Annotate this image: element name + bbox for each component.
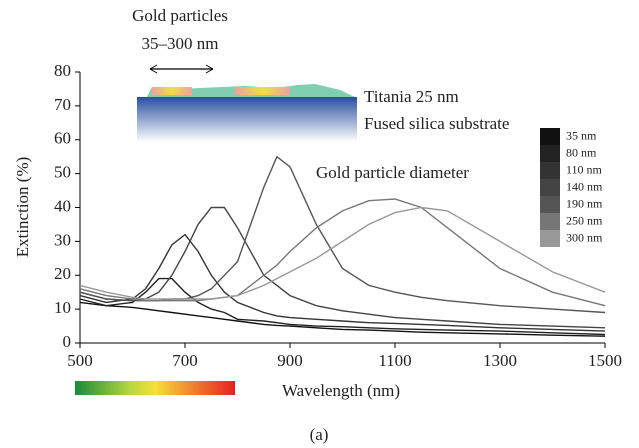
- x-tick-label: 1500: [588, 351, 622, 370]
- y-tick-label: 10: [54, 298, 71, 317]
- x-tick-label: 900: [277, 351, 303, 370]
- series-line: [79, 277, 606, 336]
- x-axis-label: Wavelength (nm): [282, 381, 400, 400]
- legend-swatch: [540, 196, 560, 213]
- legend-label: 80 nm: [566, 145, 597, 159]
- legend-label: 250 nm: [566, 213, 603, 227]
- y-tick-label: 50: [54, 163, 71, 182]
- y-tick-label: 70: [54, 95, 71, 114]
- legend-label: 110 nm: [566, 162, 603, 176]
- caption: (a): [310, 425, 329, 444]
- legend-label: 190 nm: [566, 196, 603, 210]
- series-line: [79, 206, 606, 300]
- legend-swatch: [540, 213, 560, 230]
- y-axis-label: Extinction (%): [13, 157, 32, 258]
- inset-subtitle: 35–300 nm: [142, 34, 219, 53]
- particle: [152, 87, 192, 95]
- spectrum-bar: [75, 381, 235, 395]
- legend-swatch: [540, 162, 560, 179]
- inset-label: Titania 25 nm: [364, 87, 459, 106]
- y-tick-label: 60: [54, 129, 71, 148]
- x-tick-label: 700: [172, 351, 198, 370]
- legend-swatch: [540, 179, 560, 196]
- legend-title: Gold particle diameter: [316, 163, 469, 182]
- legend-label: 35 nm: [566, 128, 597, 142]
- legend-label: 300 nm: [566, 230, 603, 244]
- legend-swatch: [540, 230, 560, 247]
- y-tick-label: 30: [54, 230, 71, 249]
- series-line: [79, 198, 606, 307]
- legend-swatch: [540, 128, 560, 145]
- x-tick-label: 500: [67, 351, 93, 370]
- inset-schematic: [137, 64, 357, 142]
- inset-label: Fused silica substrate: [364, 114, 509, 133]
- x-tick-label: 1300: [483, 351, 517, 370]
- y-tick-label: 40: [54, 196, 71, 215]
- series-line: [79, 233, 606, 332]
- legend-label: 140 nm: [566, 179, 603, 193]
- particle: [235, 87, 290, 95]
- arrow-heads: [149, 64, 214, 74]
- x-tick-label: 1100: [378, 351, 411, 370]
- y-tick-label: 80: [54, 61, 71, 80]
- legend-swatch: [540, 145, 560, 162]
- substrate: [137, 97, 357, 142]
- y-tick-label: 20: [54, 264, 71, 283]
- inset-title: Gold particles: [132, 6, 228, 25]
- y-tick-label: 0: [63, 332, 72, 351]
- series-line: [79, 301, 606, 337]
